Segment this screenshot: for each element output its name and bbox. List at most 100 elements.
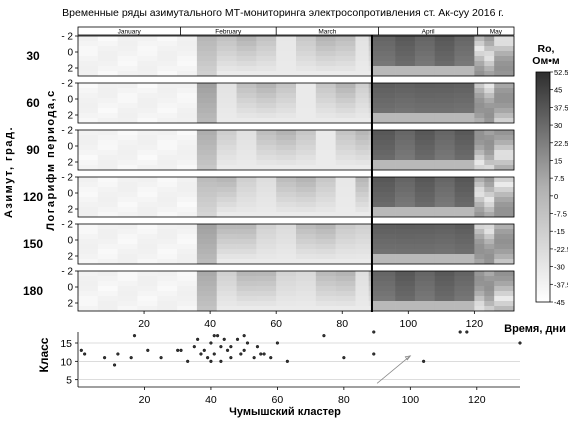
heatmap-cell [276,61,297,67]
heatmap-cell [395,192,416,198]
heatmap-cell [78,140,99,146]
heatmap-cell [256,103,277,109]
heatmap-cell [196,286,218,292]
heatmap-cell [474,130,485,136]
heatmap-cell [414,271,436,277]
heatmap-cell [434,254,455,260]
heatmap-cell [474,155,485,161]
heatmap-cell [137,160,158,166]
panel-y-tick-label: - 2 [61,267,73,278]
scatter-y-tick-label: 5 [66,375,72,387]
heatmap-cell [494,56,515,62]
heatmap-cell [414,276,436,282]
heatmap-cell [454,234,475,240]
heatmap-cell [276,71,297,77]
heatmap-cell [256,207,277,213]
heatmap-cell [78,46,99,52]
heatmap-cell [276,130,297,136]
heatmap-cell [355,249,369,255]
heatmap-cell [78,276,99,282]
heatmap-cell [484,103,495,109]
heatmap-cell [296,177,317,183]
heatmap-cell [368,83,373,89]
scatter-point [275,341,279,345]
heatmap-cell [177,56,198,62]
heatmap-cell [474,61,485,67]
heatmap-cell [414,108,436,114]
heatmap-cell [355,103,369,109]
heatmap-cell [97,103,118,109]
heatmap-cell [196,259,218,265]
heatmap-cell [368,286,373,292]
heatmap-cell [177,259,198,265]
heatmap-cell [157,197,178,203]
outer-y-label: Азимут, град. [3,126,15,218]
heatmap-cell [236,286,257,292]
heatmap-cell [395,66,416,72]
heatmap-cell [484,254,495,260]
heatmap-cell [371,239,396,245]
heatmap-cell [494,103,515,109]
heatmap-cell [296,187,317,193]
panel-frame [77,35,515,77]
heatmap-cell [414,155,436,161]
heatmap-cell [117,61,138,67]
heatmap-cell [335,36,356,42]
heatmap-cell [296,207,317,213]
heatmap-cell [454,229,475,235]
heatmap-cell [474,212,485,218]
heatmap-cell [474,291,485,297]
colorbar-tick-label: 7.5 [554,174,564,183]
heatmap-cell [355,165,369,171]
heatmap-cell [256,140,277,146]
heatmap-cell [216,56,237,62]
heatmap-cell [368,177,373,183]
heatmap-cell [296,291,317,297]
heatmap-cell [216,135,237,141]
heatmap-cell [355,286,369,292]
scatter-point [79,348,83,352]
heatmap-cell [97,51,118,57]
heatmap-cell [434,259,455,265]
heatmap-cell [117,93,138,99]
heatmap-cell [315,234,336,240]
heatmap-cell [117,46,138,52]
heatmap-cell [395,281,416,287]
heatmap-cell [216,118,237,124]
heatmap-cell [434,207,455,213]
heatmap-cell [256,118,277,124]
heatmap-cell [484,66,495,72]
month-label: January [118,29,142,36]
heatmap-cell [454,286,475,292]
heatmap-cell [454,296,475,302]
scatter-point [215,334,220,338]
heatmap-cell [256,259,277,265]
heatmap-cell [296,249,317,255]
heatmap-cell [196,234,218,240]
heatmap-cell [315,192,336,198]
heatmap-cell [371,46,396,52]
heatmap-cell [434,271,455,277]
heatmap-cell [371,212,396,218]
heatmap-cell [157,93,178,99]
scatter-point [242,348,246,352]
heatmap-cell [97,177,118,183]
heatmap-cell [276,165,297,171]
heatmap-cell [177,281,198,287]
heatmap-cell [216,254,237,260]
heatmap-cell [484,291,495,297]
heatmap-cell [494,155,515,161]
heatmap-cell [355,98,369,104]
heatmap-cell [78,296,99,302]
heatmap-cell [395,61,416,67]
scatter-x-tick-label: 60 [272,394,284,406]
heatmap-cell [236,56,257,62]
heatmap-cell [454,197,475,203]
heatmap-cell [216,36,237,42]
heatmap-cell [368,98,373,104]
heatmap-cell [276,160,297,166]
heatmap-cell [494,165,515,171]
heatmap-cell [216,98,237,104]
heatmap-cell [78,207,99,213]
scatter-point [112,363,117,367]
